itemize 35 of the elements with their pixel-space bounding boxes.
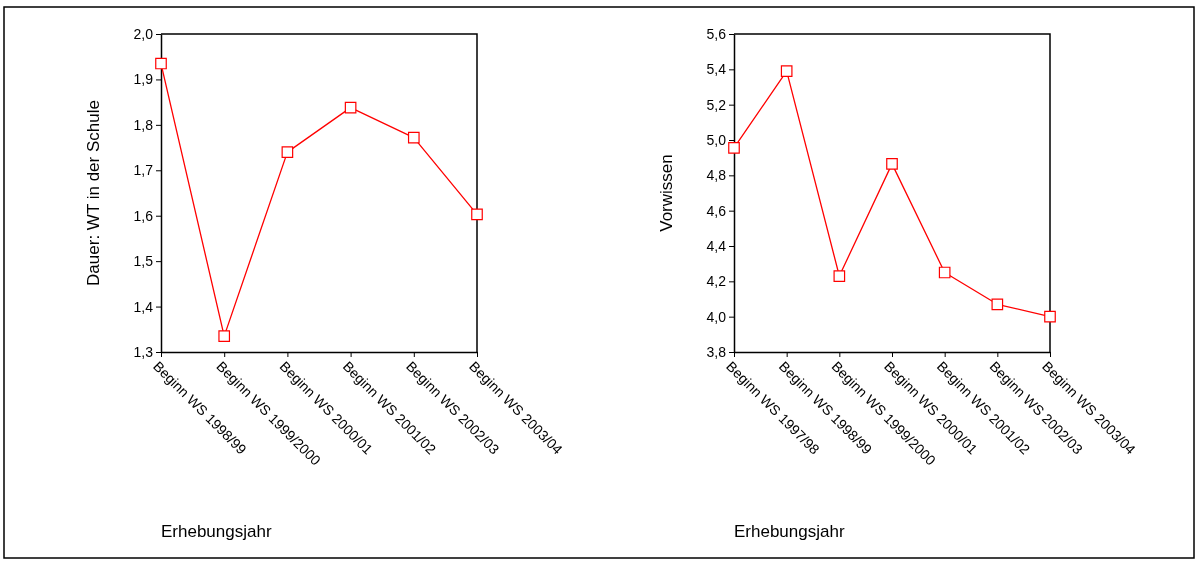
y-tick-label: 1,9	[133, 71, 154, 88]
point	[1044, 310, 1056, 323]
y-tick-label: 4,8	[706, 167, 727, 184]
point	[218, 330, 231, 342]
x-axis-title: Erhebungsjahr	[161, 522, 272, 541]
y-tick-label: 5,0	[706, 131, 727, 148]
y-tick-label: 5,4	[706, 61, 727, 78]
y-tick-label: 2,0	[133, 25, 154, 42]
point	[281, 146, 294, 158]
y-axis-title: Dauer: WT in der Schule	[84, 100, 103, 286]
y-tick-label: 1,3	[133, 343, 154, 360]
y-tick-label: 4,0	[706, 308, 727, 325]
point	[728, 142, 740, 154]
y-tick-label: 4,6	[706, 202, 727, 219]
y-tick-label: 5,2	[706, 96, 727, 113]
y-tick-label: 3,8	[706, 343, 727, 360]
x-axis-title: Erhebungsjahr	[734, 522, 845, 541]
y-tick-label: 5,6	[706, 25, 727, 42]
point	[833, 270, 846, 282]
point	[471, 208, 483, 221]
point	[344, 101, 357, 114]
point	[991, 298, 1004, 311]
y-tick-label: 1,7	[133, 162, 154, 179]
y-tick-label: 1,4	[133, 298, 154, 315]
point	[938, 266, 951, 279]
point	[155, 57, 167, 70]
y-tick-label: 1,5	[133, 253, 154, 270]
y-axis-title: Vorwissen	[657, 154, 676, 232]
point	[780, 65, 793, 77]
y-tick-label: 1,8	[133, 116, 154, 133]
point	[407, 131, 420, 144]
y-tick-label: 1,6	[133, 207, 154, 224]
y-tick-label: 4,2	[706, 273, 727, 290]
y-tick-label: 4,4	[706, 237, 727, 254]
point	[886, 158, 898, 170]
